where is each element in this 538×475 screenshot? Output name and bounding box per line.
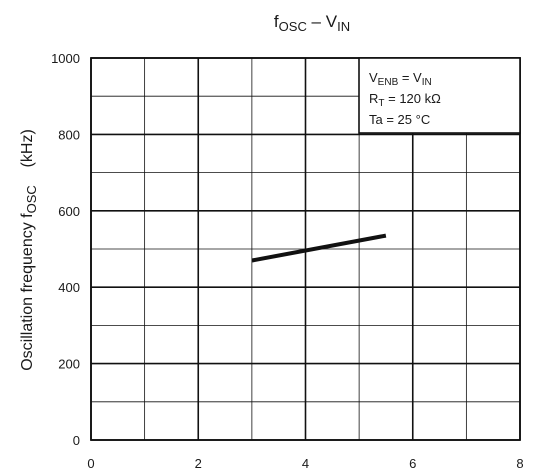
- y-tick-label: 600: [58, 204, 80, 219]
- y-tick-label: 0: [73, 433, 80, 448]
- y-tick-label: 1000: [51, 51, 80, 66]
- series-line: [251, 233, 387, 263]
- conditions-box: VENB = VIN RT = 120 kΩ Ta = 25 °C: [358, 57, 521, 134]
- tick-labels: 0 2 4 6 8 0 200 400 600 800 1000: [51, 51, 524, 471]
- plot-frame: [90, 57, 521, 441]
- y-tick-label: 800: [58, 127, 80, 142]
- chart-title: fOSC – VIN: [274, 12, 350, 34]
- y-axis-label: Oscillation frequency fOSC (kHz): [19, 129, 39, 371]
- x-tick-label: 8: [516, 456, 523, 471]
- series-group: [251, 233, 387, 263]
- condition-rt: RT = 120 kΩ: [369, 91, 441, 109]
- condition-ta: Ta = 25 °C: [369, 112, 430, 127]
- condition-venb: VENB = VIN: [369, 70, 432, 88]
- y-tick-label: 400: [58, 280, 80, 295]
- x-tick-label: 2: [195, 456, 202, 471]
- x-tick-label: 0: [87, 456, 94, 471]
- y-tick-label: 200: [58, 357, 80, 372]
- x-tick-label: 4: [302, 456, 309, 471]
- x-tick-label: 6: [409, 456, 416, 471]
